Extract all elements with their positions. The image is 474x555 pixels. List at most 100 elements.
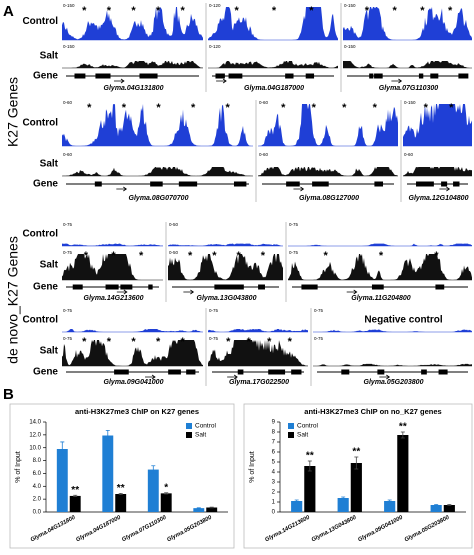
- gene-arrow: [293, 186, 305, 192]
- track-label: Salt: [40, 260, 59, 271]
- gene-exon: [374, 181, 384, 187]
- significance-star: *: [373, 102, 378, 114]
- error-bar: [118, 492, 123, 496]
- track-label: Salt: [40, 159, 59, 170]
- significance-star: *: [342, 102, 347, 114]
- gene-exon: [438, 369, 448, 375]
- gene-exon: [435, 284, 445, 290]
- significance-star: *: [312, 102, 317, 114]
- scale-label: 0-150: [63, 3, 75, 8]
- error-bar: [151, 465, 156, 474]
- significance-star: *: [122, 102, 127, 114]
- bar: [69, 495, 81, 512]
- error-bar: [164, 492, 169, 495]
- gene-exon: [168, 369, 181, 375]
- y-tick-label: 8.0: [33, 458, 42, 464]
- error-bar: [73, 494, 78, 497]
- gene-arrow: [227, 374, 238, 380]
- significance-star: *: [156, 5, 161, 17]
- significance-star: *: [449, 102, 454, 114]
- gene-arrow: [439, 186, 451, 192]
- gene-arrow: [391, 78, 403, 84]
- significance-star: *: [281, 102, 286, 114]
- salt-track: [403, 167, 472, 176]
- gene-arrow: [346, 289, 358, 295]
- x-tick-label: Glyma.04G187000: [75, 514, 122, 543]
- scale-label: 0-75: [63, 308, 73, 313]
- gene-exon: [215, 73, 225, 79]
- error-bar: [387, 499, 392, 503]
- control-track: [208, 7, 338, 40]
- x-tick-label: Glyma.09G041000: [357, 514, 404, 543]
- scale-label: 0-120: [209, 3, 221, 8]
- gene-exon: [97, 73, 111, 79]
- legend-label: Salt: [297, 432, 308, 439]
- gene-exon: [269, 369, 280, 375]
- scale-label: 0-75: [63, 250, 73, 255]
- error-bar: [341, 496, 346, 500]
- bar: [291, 501, 303, 512]
- legend-label: Control: [297, 423, 319, 430]
- gene-exon: [228, 73, 241, 79]
- significance-star: *: [82, 5, 87, 17]
- gene-arrow: [183, 289, 195, 295]
- gene-exon: [224, 284, 238, 290]
- track-label: Gene: [33, 71, 58, 82]
- scale-label: 0-60: [63, 100, 73, 105]
- track-label: Gene: [33, 282, 58, 293]
- bar: [206, 507, 218, 512]
- x-tick-label: Glyma.13G043800: [311, 514, 358, 543]
- gene-arrow: [116, 186, 128, 192]
- scale-label: 0-150: [63, 44, 75, 49]
- significance-star: *: [448, 5, 453, 17]
- error-bar: [400, 431, 405, 439]
- significance-star: *: [235, 5, 240, 17]
- significance-label: **: [306, 451, 314, 462]
- gene-name: Glyma.07G110300: [379, 85, 439, 92]
- scale-label: 0-75: [314, 308, 324, 313]
- scale-label: 0-75: [63, 222, 73, 227]
- control-track: [258, 104, 398, 146]
- chart-title: anti-H3K27me3 ChIP on K27 genes: [75, 407, 199, 416]
- panel-label: B: [3, 386, 14, 403]
- bar: [102, 435, 114, 512]
- gene-arrow: [145, 374, 156, 380]
- significance-star: *: [181, 336, 186, 348]
- y-tick-label: 9: [272, 420, 276, 426]
- gene-exon: [150, 181, 163, 187]
- significance-star: *: [288, 336, 293, 348]
- y-tick-label: 1: [272, 500, 276, 506]
- y-tick-label: 7: [272, 440, 276, 446]
- scale-label: 0-60: [259, 152, 269, 157]
- scale-label: 0-75: [289, 250, 299, 255]
- gene-name: Glyma.13G043800: [197, 295, 257, 302]
- chart-frame: [243, 403, 473, 549]
- error-bar: [447, 504, 452, 506]
- gene-exon: [72, 284, 82, 290]
- y-tick-label: 0: [272, 510, 276, 516]
- x-tick-label: Glyma.07G110300: [121, 514, 168, 543]
- gene-arrow: [379, 374, 391, 380]
- track-label: Control: [22, 315, 58, 326]
- significance-star: *: [107, 5, 112, 17]
- error-bar: [354, 456, 359, 470]
- gene-exon: [341, 369, 350, 375]
- control-track: [288, 243, 472, 246]
- significance-star: *: [365, 5, 370, 17]
- salt-track: [62, 254, 163, 280]
- salt-track: [168, 254, 283, 280]
- salt-track: [288, 254, 472, 280]
- gene-exon: [214, 284, 225, 290]
- significance-star: *: [392, 5, 397, 17]
- gene-exon: [418, 73, 424, 79]
- control-track: [343, 7, 472, 40]
- scale-label: 0-60: [404, 152, 414, 157]
- significance-star: *: [82, 336, 87, 348]
- significance-star: *: [212, 250, 217, 262]
- gene-arrow: [216, 78, 227, 84]
- y-tick-label: 0.0: [33, 510, 42, 516]
- y-axis-label: % of Input: [15, 451, 22, 483]
- y-tick-label: 2.0: [33, 497, 42, 503]
- bar: [160, 493, 172, 512]
- x-tick-label: Glyma.14G213600: [264, 514, 311, 543]
